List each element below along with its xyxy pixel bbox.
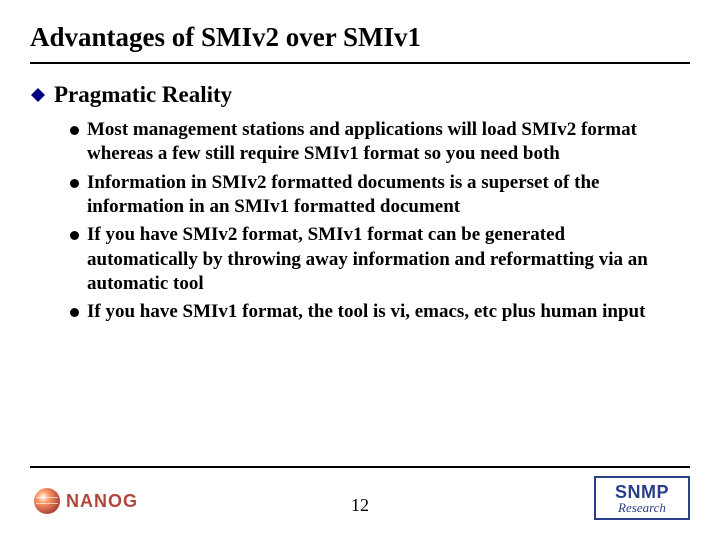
dot-bullet-icon — [70, 126, 79, 135]
snmp-logo-text: SNMP — [615, 483, 669, 501]
list-item-text: Most management stations and application… — [87, 118, 680, 167]
list-item: Information in SMIv2 formatted documents… — [70, 171, 680, 220]
snmp-logo-subtext: Research — [618, 501, 666, 514]
dot-bullet-icon — [70, 231, 79, 240]
slide-title: Advantages of SMIv2 over SMIv1 — [30, 22, 421, 53]
list-item: Most management stations and application… — [70, 118, 680, 167]
footer-rule — [30, 466, 690, 468]
section-heading-text: Pragmatic Reality — [54, 82, 232, 108]
list-item-text: If you have SMIv1 format, the tool is vi… — [87, 300, 645, 324]
bullet-list: Most management stations and application… — [70, 118, 680, 325]
section-heading-row: Pragmatic Reality — [30, 82, 690, 108]
content-section: Pragmatic Reality Most management statio… — [30, 82, 690, 329]
list-item: If you have SMIv2 format, SMIv1 format c… — [70, 223, 680, 296]
list-item-text: Information in SMIv2 formatted documents… — [87, 171, 680, 220]
snmp-logo: SNMP Research — [594, 476, 690, 520]
list-item: If you have SMIv1 format, the tool is vi… — [70, 300, 680, 324]
dot-bullet-icon — [70, 179, 79, 188]
slide: Advantages of SMIv2 over SMIv1 Pragmatic… — [0, 0, 720, 540]
dot-bullet-icon — [70, 308, 79, 317]
list-item-text: If you have SMIv2 format, SMIv1 format c… — [87, 223, 680, 296]
diamond-bullet-icon — [30, 87, 46, 103]
title-underline — [30, 62, 690, 64]
